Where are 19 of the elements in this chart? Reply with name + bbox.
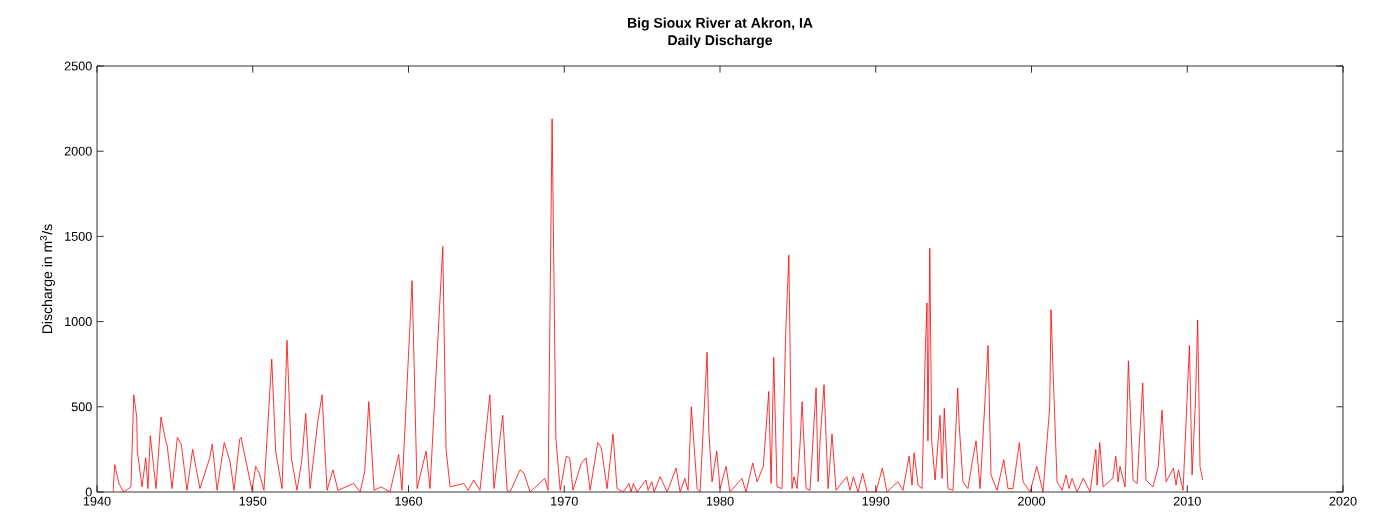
x-tick-label: 1990: [862, 496, 890, 506]
y-tick-label: 2000: [64, 146, 92, 156]
x-tick-label: 2010: [1173, 496, 1201, 506]
x-tick-label: 1950: [239, 496, 267, 506]
y-tick-label: 1500: [65, 231, 92, 241]
chart-subtitle: Daily Discharge: [668, 34, 773, 48]
x-tick-label: 1980: [706, 496, 734, 506]
x-tick-label: 1960: [395, 496, 423, 506]
y-tick-label: 1000: [65, 317, 92, 327]
x-tick-label: 2000: [1018, 496, 1046, 506]
y-tick-label: 500: [71, 402, 92, 412]
x-tick-label: 2020: [1329, 496, 1357, 506]
x-tick-label: 1940: [83, 496, 111, 506]
chart-title: Big Sioux River at Akron, IA: [627, 17, 813, 31]
y-axis-title: Discharge in m$^{3}$/s: [39, 224, 55, 334]
y-tick-label: 2500: [64, 61, 92, 71]
line-series: [112, 118, 1204, 492]
x-tick-label: 1970: [551, 496, 578, 506]
y-tick-label: 0: [85, 487, 92, 497]
